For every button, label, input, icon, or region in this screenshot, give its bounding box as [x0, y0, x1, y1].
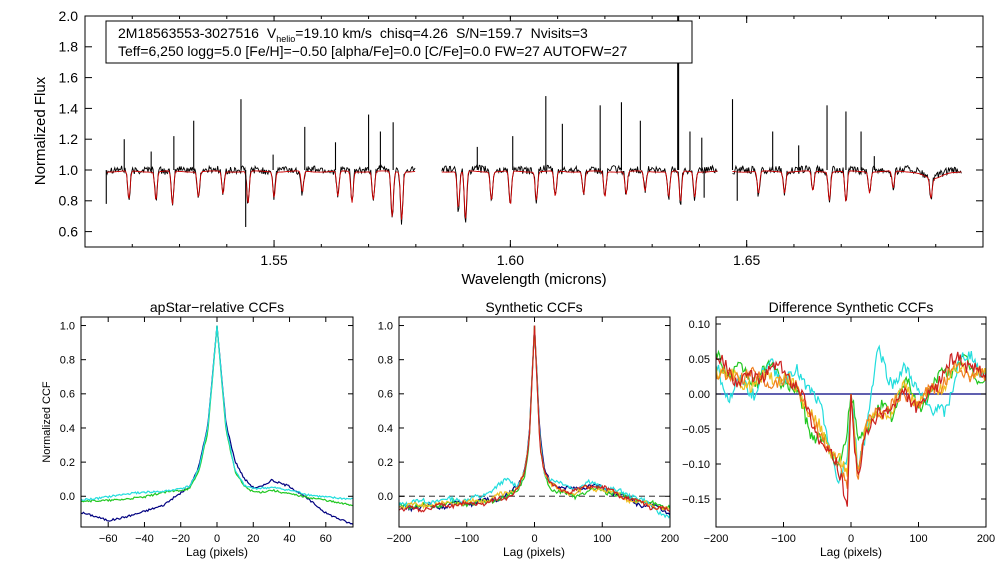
spectrum-panel: 1.55 1.60 1.65 0.6 0.8 1.0 1.2 1.4 1.6 1.8 2.0 2M1… [32, 8, 984, 288]
synthetic-ccf-title: Synthetic CCFs [485, 299, 582, 315]
synthetic-ccf-y-tick-label: 0.8 [378, 355, 393, 367]
spectrum-x-tick-label: 1.65 [733, 252, 760, 268]
info-line-1: 2M18563553-3027516 Vhelio=19.10 km/s chisq… [118, 25, 588, 44]
spectrum-y-tick-label: 0.6 [59, 224, 79, 240]
spectrum-data [105, 16, 962, 227]
spectrum-y-tick-label: 1.2 [59, 131, 79, 147]
difference-ccf-x-tick-label: −200 [704, 533, 729, 545]
spectrum-y-tick-label: 1.4 [59, 100, 79, 116]
synthetic-ccf-x-tick-label: −100 [454, 533, 479, 545]
apstar-ccf-y-tick-label: 1.0 [60, 320, 75, 332]
spectrum-y-tick-label: 2.0 [59, 8, 79, 24]
synthetic-ccf-x-tick-label: 100 [593, 533, 611, 545]
synthetic-ccf-x-axis-label: Lag (pixels) [503, 545, 565, 559]
synthetic-ccf-y-tick-label: 1.0 [378, 320, 393, 332]
spectrum-y-tick-label: 1.8 [59, 39, 79, 55]
synthetic-ccf-y-tick-label: 0.2 [378, 457, 393, 469]
apstar-ccf-title: apStar−relative CCFs [150, 299, 284, 315]
difference-ccf-line-red [716, 351, 986, 507]
synthetic-ccf-line-red [399, 325, 670, 513]
spectrum-y-axis-label: Normalized Flux [32, 76, 49, 185]
info-box [105, 20, 693, 64]
synthetic-ccf-panel: Synthetic CCFs −200 −100 0 100 200 0.0 0.2 0.4 0… [378, 299, 679, 559]
difference-ccf-y-tick-label: 0.10 [689, 319, 710, 331]
spectrum-axes-frame [84, 15, 984, 248]
apstar-ccf-x-tick-label: 60 [320, 533, 332, 545]
apstar-ccf-y-tick-label: 0.0 [60, 491, 75, 503]
spectrum-ticks: 1.55 1.60 1.65 0.6 0.8 1.0 1.2 1.4 1.6 1.8 2.0 [59, 8, 983, 268]
spectrum-y-tick-label: 0.8 [59, 193, 79, 209]
apstar-ccf-series-group [81, 325, 353, 525]
synthetic-ccf-series-group [399, 325, 670, 519]
synthetic-ccf-y-tick-label: 0.4 [378, 423, 393, 435]
chisq-value: chisq=4.26 [380, 25, 448, 41]
apstar-ccf-x-tick-label: −40 [135, 533, 154, 545]
spectrum-x-axis-label: Wavelength (microns) [461, 271, 606, 288]
difference-ccf-ticks: −200 −100 0 100 200 −0.15 −0.10 −0.05 0.00 0.05 0.… [682, 317, 995, 545]
apstar-ccf-data [81, 325, 353, 525]
difference-ccf-y-tick-label: 0.00 [689, 389, 710, 401]
apstar-ccf-y-tick-label: 0.8 [60, 355, 75, 367]
synthetic-ccf-x-tick-label: 0 [531, 533, 537, 545]
apstar-ccf-y-tick-label: 0.6 [60, 389, 75, 401]
star-id: 2M18563553-3027516 [118, 25, 259, 41]
apstar-ccf-panel: apStar−relative CCFs −60 −40 −20 0 20 40 60 0.0… [41, 299, 354, 559]
difference-ccf-x-tick-label: 0 [848, 533, 854, 545]
synthetic-ccf-x-tick-label: 200 [661, 533, 679, 545]
vhelio-subscript: helio [276, 34, 295, 44]
snr-value: S/N=159.7 [456, 25, 523, 41]
apstar-ccf-x-axis-label: Lag (pixels) [186, 545, 248, 559]
apstar-ccf-ticks: −60 −40 −20 0 20 40 60 0.0 0.2 0.4 0.6 0.8 1.0 [60, 317, 353, 545]
spectrum-model-line [732, 170, 962, 202]
apstar-ccf-x-tick-label: −20 [171, 533, 190, 545]
apstar-ccf-x-tick-label: 40 [283, 533, 295, 545]
spectrum-x-tick-label: 1.55 [260, 252, 287, 268]
difference-ccf-series-group [716, 344, 986, 507]
difference-ccf-title: Difference Synthetic CCFs [769, 299, 934, 315]
apstar-ccf-y-tick-label: 0.2 [60, 457, 75, 469]
spectrum-model-line [441, 170, 718, 219]
spectrum-model-line [106, 170, 416, 220]
synthetic-ccf-y-tick-label: 0.0 [378, 491, 393, 503]
synthetic-ccf-data [399, 325, 670, 519]
info-line-2: Teff=6,250 logg=5.0 [Fe/H]=−0.50 [alpha/… [118, 43, 627, 59]
spectrum-x-tick-label: 1.60 [497, 252, 524, 268]
apstar-ccf-x-tick-label: 0 [214, 533, 220, 545]
apstar-ccf-y-tick-label: 0.4 [60, 423, 75, 435]
difference-ccf-y-tick-label: −0.15 [682, 494, 710, 506]
synthetic-ccf-y-tick-label: 0.6 [378, 389, 393, 401]
difference-ccf-y-tick-label: 0.05 [689, 354, 710, 366]
difference-ccf-x-tick-label: −100 [771, 533, 796, 545]
difference-ccf-x-axis-label: Lag (pixels) [820, 545, 882, 559]
synthetic-ccf-x-tick-label: −200 [387, 533, 412, 545]
difference-ccf-data [716, 344, 986, 507]
vhelio-value: =19.10 km/s [295, 25, 372, 41]
difference-ccf-x-tick-label: 100 [909, 533, 927, 545]
apstar-ccf-line-visit-3 [81, 325, 353, 501]
vhelio-prefix: V [267, 25, 277, 41]
nvisits-value: Nvisits=3 [531, 25, 588, 41]
apstar-ccf-x-tick-label: 20 [247, 533, 259, 545]
synthetic-ccf-ticks: −200 −100 0 100 200 0.0 0.2 0.4 0.6 0.8 1.0 [378, 317, 679, 545]
spectrum-y-tick-label: 1.0 [59, 162, 79, 178]
difference-ccf-y-tick-label: −0.05 [682, 424, 710, 436]
difference-ccf-y-tick-label: −0.10 [682, 459, 710, 471]
spectrum-y-tick-label: 1.6 [59, 70, 79, 86]
apstar-ccf-y-axis-label: Normalized CCF [41, 381, 53, 463]
difference-ccf-panel: Difference Synthetic CCFs −200 −100 0 100 20… [682, 299, 995, 559]
apstar-ccf-x-tick-label: −60 [99, 533, 118, 545]
difference-ccf-x-tick-label: 200 [977, 533, 995, 545]
